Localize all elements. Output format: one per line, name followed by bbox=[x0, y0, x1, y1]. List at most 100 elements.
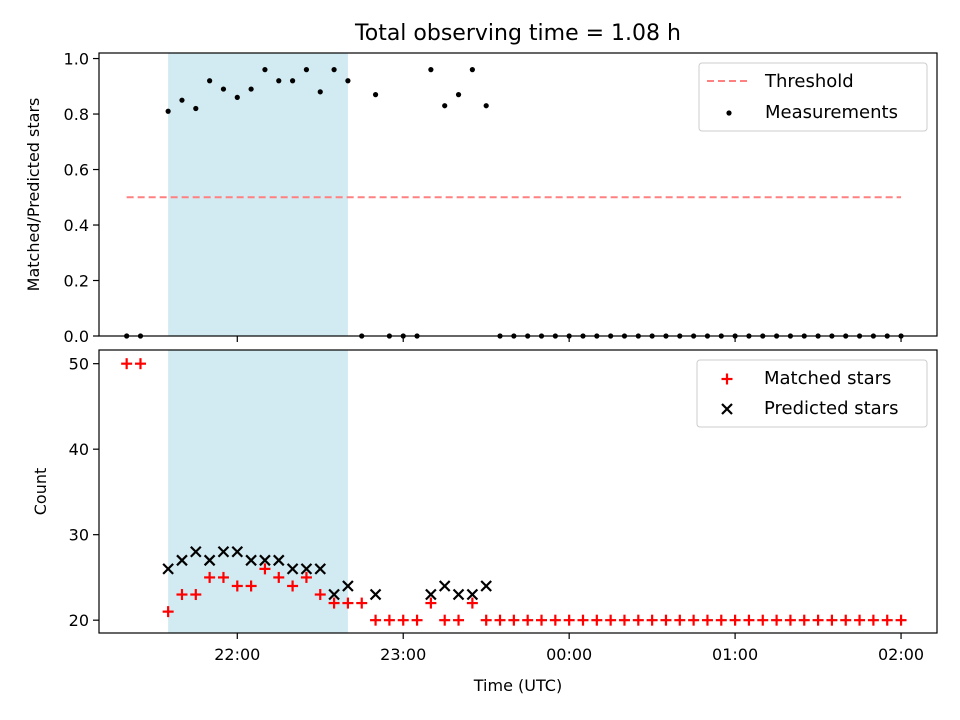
y-tick-label: 0.8 bbox=[64, 105, 89, 124]
matched-star-point bbox=[867, 614, 879, 626]
matched-star-point bbox=[190, 589, 202, 601]
matched-star-point bbox=[757, 614, 769, 626]
matched-star-point bbox=[522, 614, 534, 626]
bottom-axes-frame bbox=[98, 349, 938, 634]
measurement-point bbox=[289, 78, 296, 84]
x-tick-label: 00:00 bbox=[546, 645, 592, 664]
measurement-point bbox=[345, 78, 351, 84]
measurement-point bbox=[428, 67, 434, 73]
predicted-star-point bbox=[203, 554, 216, 567]
x-tick-label: 23:00 bbox=[380, 645, 426, 664]
bottom-shaded-span bbox=[168, 350, 348, 633]
matched-star-point bbox=[591, 614, 603, 626]
matched-star-point bbox=[840, 614, 852, 626]
predicted-star-point bbox=[176, 554, 188, 567]
bottom-y-axis-label: Count bbox=[31, 468, 50, 516]
top-y-ticks: 0.0 0.2 0.4 0.6 0.8 1.0 bbox=[64, 50, 99, 346]
matched-star-point bbox=[439, 614, 451, 626]
measurement-point bbox=[331, 67, 337, 73]
matched-star-point bbox=[342, 597, 354, 609]
predicted-star-point bbox=[190, 545, 202, 558]
predicted-star-point bbox=[342, 580, 354, 592]
measurement-point bbox=[234, 94, 240, 100]
matched-star-point bbox=[854, 614, 866, 626]
matched-star-point bbox=[383, 614, 395, 626]
measurement-point bbox=[276, 78, 282, 84]
predicted-star-point bbox=[466, 588, 479, 601]
measurement-point bbox=[220, 86, 227, 92]
bottom-panel: 20 30 40 50 22:00 23:00 00:00 01:00 02:00 Count… bbox=[31, 349, 938, 695]
legend-predicted-swatch bbox=[721, 403, 733, 415]
matched-star-point bbox=[314, 589, 326, 601]
matched-star-point bbox=[480, 614, 492, 626]
measurement-point bbox=[455, 92, 462, 98]
matched-star-point bbox=[453, 614, 465, 626]
matched-star-point bbox=[660, 614, 672, 626]
matched-star-point bbox=[356, 597, 368, 609]
top-shaded-span bbox=[168, 53, 348, 336]
y-tick-label: 30 bbox=[69, 526, 89, 545]
matched-star-point bbox=[245, 580, 257, 592]
legend-measurements-swatch bbox=[726, 110, 732, 116]
legend-matched-swatch bbox=[721, 373, 733, 385]
matched-star-point bbox=[425, 597, 437, 609]
matched-star-point bbox=[300, 571, 312, 583]
y-tick-label: 0.2 bbox=[64, 272, 89, 291]
predicted-star-point bbox=[162, 563, 174, 575]
measurement-point bbox=[262, 67, 268, 73]
legend-matched-label: Matched stars bbox=[764, 368, 891, 389]
predicted-star-point bbox=[259, 554, 271, 567]
bottom-legend-box bbox=[696, 359, 928, 428]
matched-star-point bbox=[798, 614, 810, 626]
matched-star-point bbox=[259, 563, 271, 575]
x-tick-label: 22:00 bbox=[214, 645, 260, 664]
y-tick-label: 50 bbox=[69, 355, 89, 374]
matched-star-point bbox=[743, 614, 755, 626]
top-legend: Threshold Measurements bbox=[698, 62, 928, 132]
predicted-star-point bbox=[314, 563, 327, 575]
y-tick-label: 1.0 bbox=[64, 50, 89, 69]
matched-star-point bbox=[812, 614, 824, 626]
measurement-point bbox=[317, 89, 323, 95]
measurement-point bbox=[303, 67, 310, 73]
bottom-legend: Matched stars Predicted stars bbox=[696, 359, 928, 428]
matched-star-point bbox=[134, 358, 146, 370]
measurement-point bbox=[165, 108, 171, 114]
matched-star-point bbox=[674, 614, 686, 626]
bottom-marks bbox=[121, 358, 907, 626]
predicted-star-point bbox=[300, 563, 313, 575]
predicted-star-point bbox=[438, 580, 451, 592]
matched-star-point bbox=[632, 614, 644, 626]
predicted-star-point bbox=[286, 563, 299, 575]
bottom-x-ticks: 22:00 23:00 00:00 01:00 02:00 bbox=[214, 633, 924, 664]
predicted-star-point bbox=[369, 588, 382, 601]
measurement-point bbox=[193, 105, 199, 112]
y-tick-label: 20 bbox=[69, 611, 89, 630]
top-x-ticks bbox=[236, 336, 902, 342]
legend-threshold-label: Threshold bbox=[764, 71, 854, 92]
matched-star-point bbox=[771, 614, 783, 626]
legend-x-marker bbox=[721, 403, 733, 415]
matched-star-point bbox=[715, 614, 727, 626]
predicted-star-point bbox=[231, 545, 244, 558]
measurement-point bbox=[179, 97, 185, 103]
matched-star-point bbox=[162, 606, 174, 618]
x-tick-label: 02:00 bbox=[878, 645, 924, 664]
legend-predicted-label: Predicted stars bbox=[764, 398, 898, 419]
measurement-point bbox=[372, 92, 379, 98]
measurement-point bbox=[483, 103, 489, 109]
matched-star-point bbox=[121, 358, 133, 370]
predicted-star-point bbox=[452, 588, 465, 601]
x-tick-label: 01:00 bbox=[712, 645, 758, 664]
x-axis-label: Time (UTC) bbox=[473, 676, 562, 695]
matched-star-point bbox=[466, 597, 478, 609]
y-tick-label: 0.6 bbox=[64, 161, 89, 180]
bottom-y-ticks: 20 30 40 50 bbox=[69, 355, 99, 630]
predicted-star-point bbox=[245, 554, 257, 567]
top-axes-frame bbox=[98, 52, 938, 337]
matched-star-point bbox=[231, 580, 243, 592]
matched-star-point bbox=[287, 580, 299, 592]
measurement-point bbox=[442, 103, 448, 109]
measurement-point bbox=[469, 67, 475, 73]
